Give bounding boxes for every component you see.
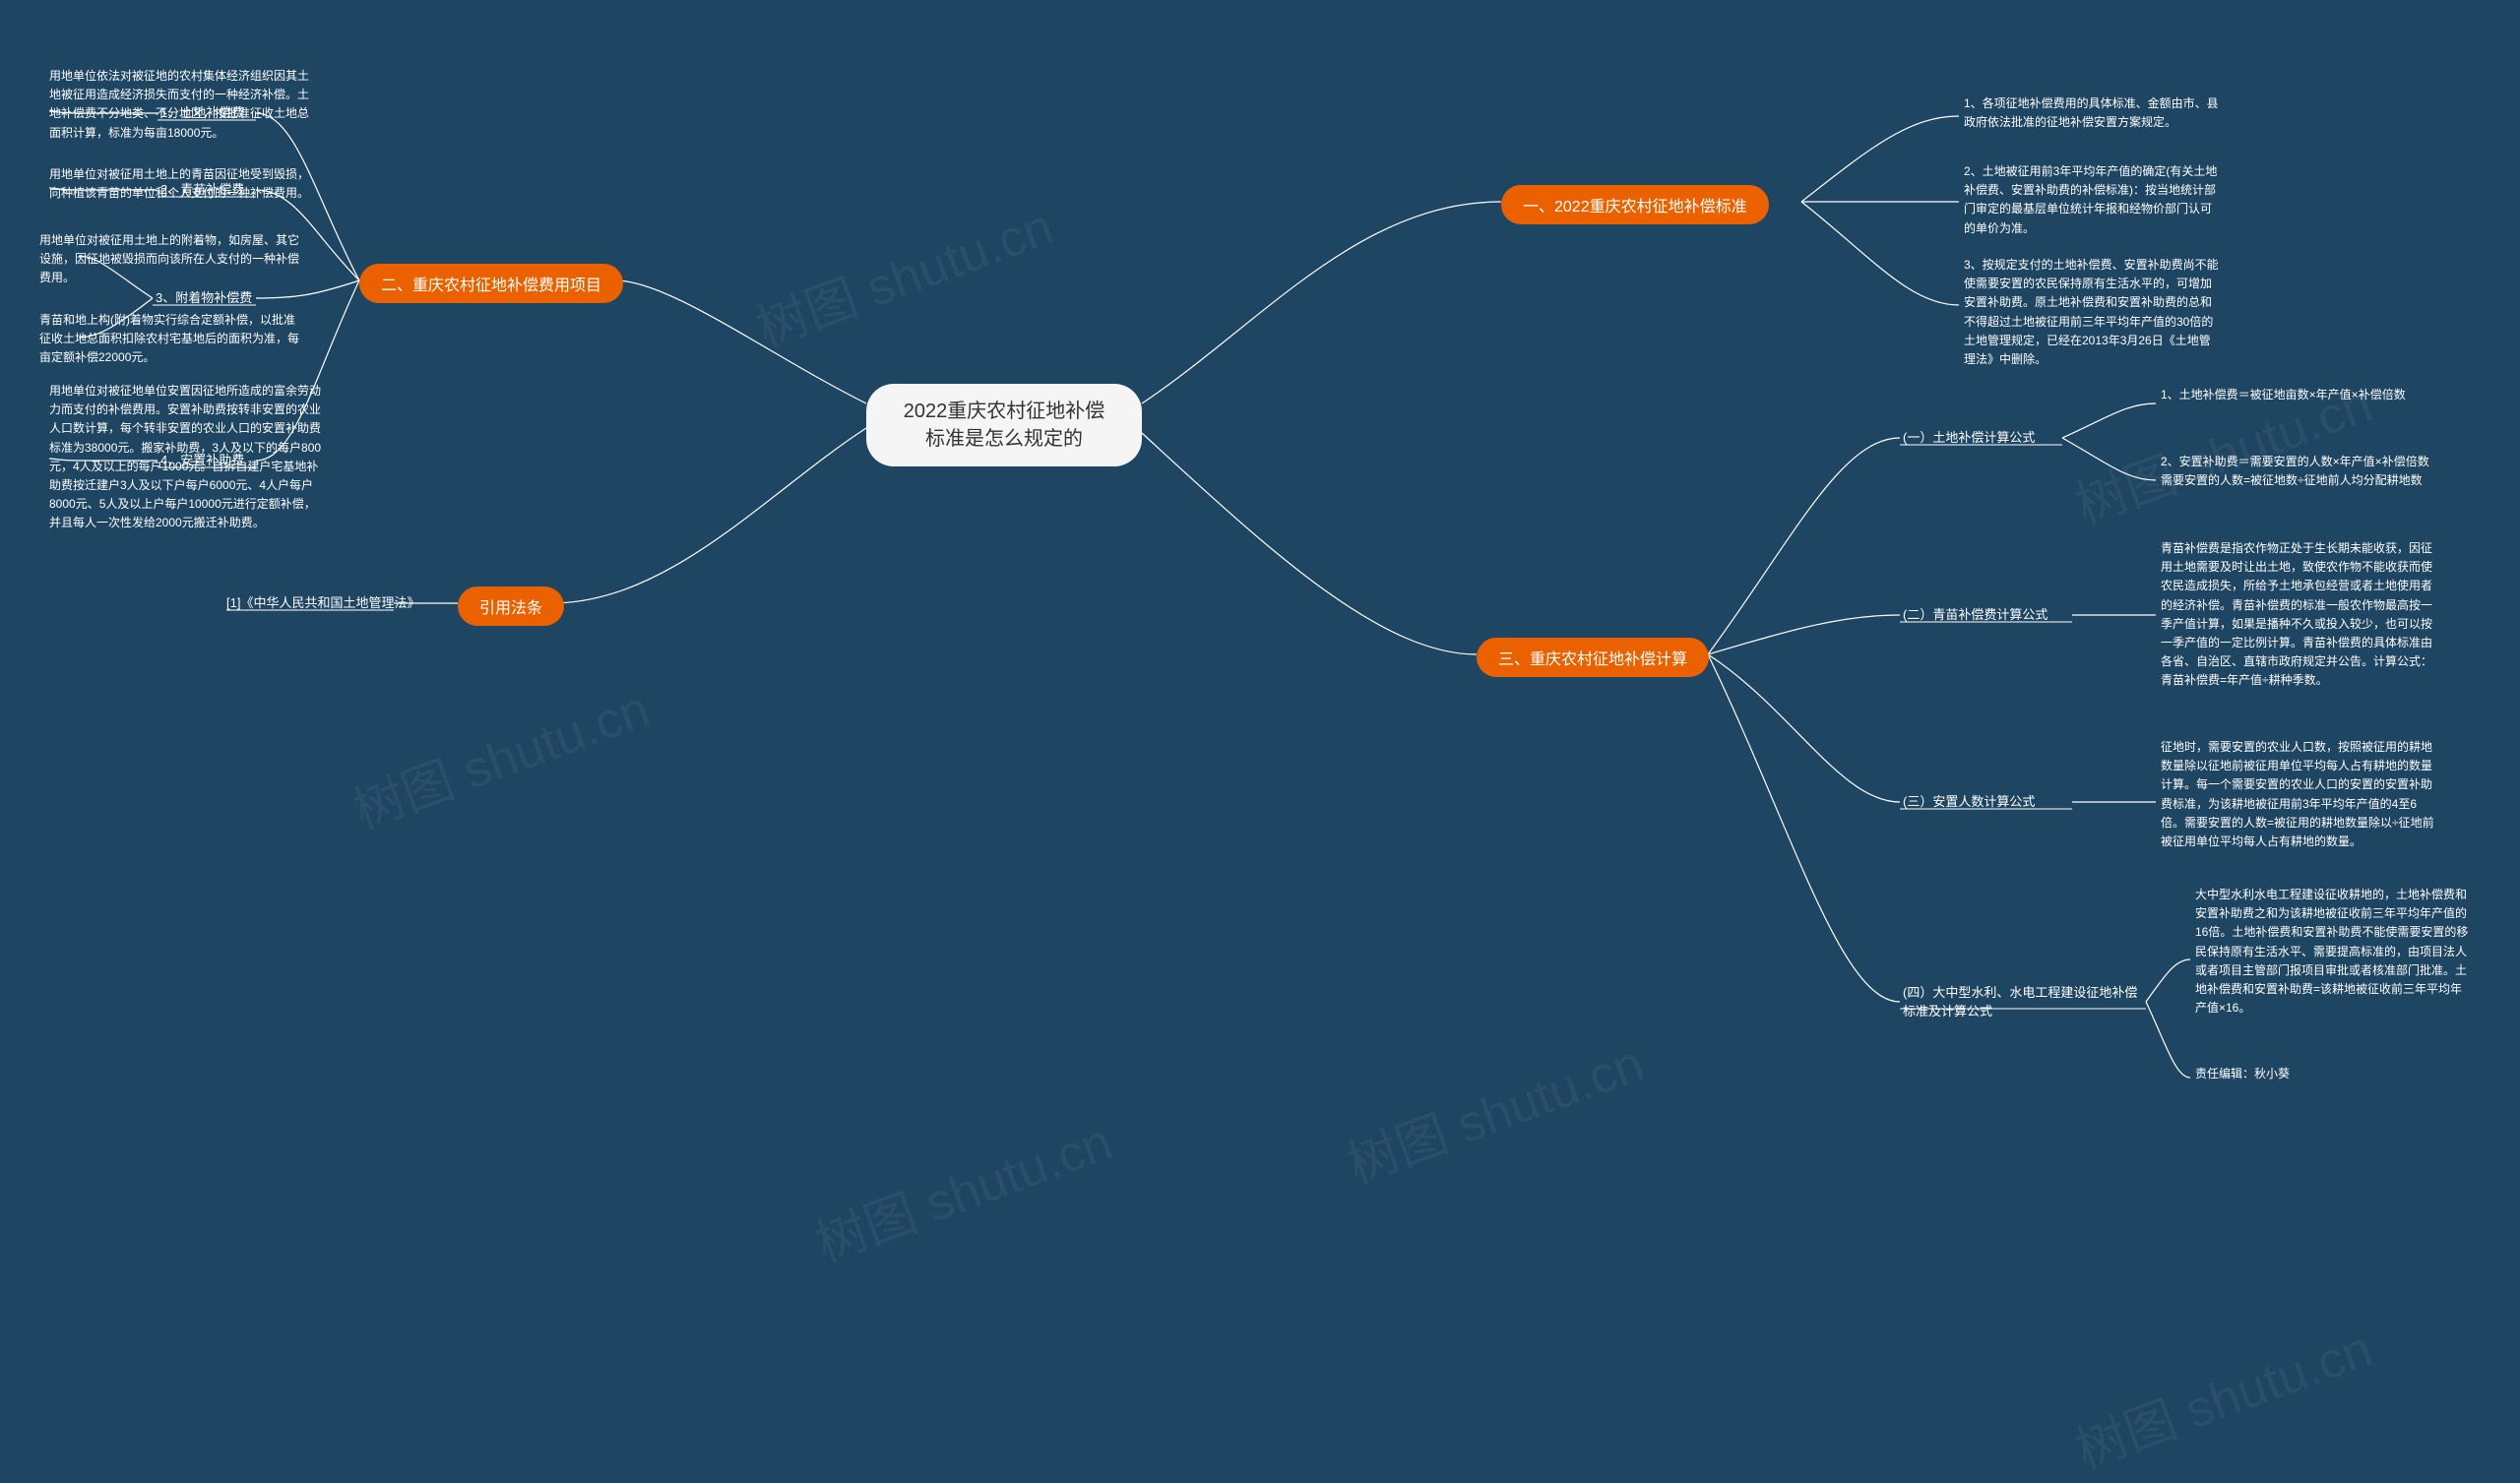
watermark: 树图 shutu.cn <box>745 185 1062 360</box>
sub-b3-1[interactable]: (一）土地补偿计算公式 <box>1903 427 2035 446</box>
leaf-b3-4b: 责任编辑：秋小葵 <box>2195 1065 2471 1083</box>
leaf-b1-2: 2、土地被征用前3年平均年产值的确定(有关土地补偿费、安置补助费的补偿标准)：按… <box>1964 162 2220 238</box>
watermark: 树图 shutu.cn <box>1336 1021 1653 1197</box>
leaf-b4-1: [1]《中华人民共和国土地管理法》 <box>226 592 419 611</box>
leaf-b1-3: 3、按规定支付的土地补偿费、安置补助费尚不能使需要安置的农民保持原有生活水平的，… <box>1964 256 2220 369</box>
branch-items[interactable]: 二、重庆农村征地补偿费用项目 <box>359 264 623 303</box>
sub-b3-4[interactable]: (四）大中型水利、水电工程建设征地补偿标准及计算公式 <box>1903 982 2139 1020</box>
branch-law[interactable]: 引用法条 <box>458 587 564 626</box>
leaf-b2-3a: 用地单位对被征用土地上的附着物，如房屋、其它设施，因征地被毁损而向该所在人支付的… <box>39 231 305 288</box>
leaf-b2-2: 用地单位对被征用土地上的青苗因征地受到毁损，向种植该青苗的单位和个人支付的一种补… <box>49 165 315 203</box>
branch-standard[interactable]: 一、2022重庆农村征地补偿标准 <box>1501 185 1769 224</box>
branch-calc[interactable]: 三、重庆农村征地补偿计算 <box>1477 638 1709 677</box>
leaf-b3-2: 青苗补偿费是指农作物正处于生长期未能收获，因征用土地需要及时让出土地，致使农作物… <box>2161 539 2436 691</box>
watermark: 树图 shutu.cn <box>342 667 659 842</box>
leaf-b3-1a: 1、土地补偿费＝被征地亩数×年产值×补偿倍数 <box>2161 386 2436 404</box>
sub-b3-3[interactable]: (三）安置人数计算公式 <box>1903 791 2035 810</box>
leaf-b3-4a: 大中型水利水电工程建设征收耕地的，土地补偿费和安置补助费之和为该耕地被征收前三年… <box>2195 886 2471 1018</box>
watermark: 树图 shutu.cn <box>2064 1307 2381 1482</box>
leaf-b3-1b: 2、安置补助费＝需要安置的人数×年产值×补偿倍数 需要安置的人数=被征地数÷征地… <box>2161 453 2436 490</box>
leaf-b2-3b: 青苗和地上构(附)着物实行综合定额补偿，以批准征收土地总面积扣除农村宅基地后的面… <box>39 311 305 368</box>
sub-b3-2[interactable]: (二）青苗补偿费计算公式 <box>1903 604 2048 623</box>
leaf-b2-4: 用地单位对被征地单位安置因征地所造成的富余劳动力而支付的补偿费用。安置补助费按转… <box>49 382 325 533</box>
leaf-b1-1: 1、各项征地补偿费用的具体标准、金额由市、县政府依法批准的征地补偿安置方案规定。 <box>1964 94 2220 132</box>
leaf-b2-1: 用地单位依法对被征地的农村集体经济组织因其土地被征用造成经济损失而支付的一种经济… <box>49 67 315 143</box>
watermark: 树图 shutu.cn <box>804 1100 1121 1275</box>
root-node[interactable]: 2022重庆农村征地补偿标准是怎么规定的 <box>866 384 1142 466</box>
sub-b2-3[interactable]: 3、附着物补偿费 <box>156 287 252 306</box>
leaf-b3-3: 征地时，需要安置的农业人口数，按照被征用的耕地数量除以征地前被征用单位平均每人占… <box>2161 738 2436 851</box>
